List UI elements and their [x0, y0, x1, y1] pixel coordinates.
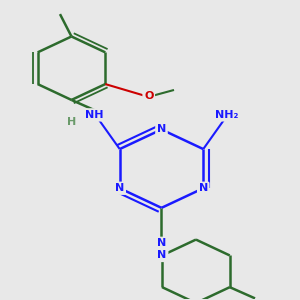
Text: H: H	[67, 117, 76, 127]
Text: NH: NH	[85, 110, 104, 120]
Text: N: N	[115, 183, 124, 193]
Text: O: O	[144, 91, 153, 100]
Text: N: N	[158, 250, 167, 260]
Text: N: N	[199, 183, 208, 193]
Text: NH₂: NH₂	[214, 110, 238, 120]
Text: N: N	[157, 124, 166, 134]
Text: N: N	[157, 238, 166, 248]
